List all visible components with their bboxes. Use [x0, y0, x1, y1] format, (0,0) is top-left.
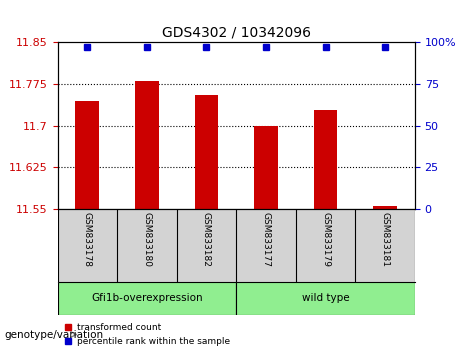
Bar — [254, 126, 278, 209]
Text: GSM833179: GSM833179 — [321, 212, 330, 267]
Bar — [195, 95, 219, 209]
Bar — [373, 206, 397, 209]
Text: wild type: wild type — [302, 293, 349, 303]
Text: GSM833177: GSM833177 — [261, 212, 271, 267]
Bar — [58, 282, 236, 315]
Bar — [236, 282, 415, 315]
Title: GDS4302 / 10342096: GDS4302 / 10342096 — [162, 26, 311, 40]
Text: GSM833181: GSM833181 — [381, 212, 390, 267]
Bar — [313, 110, 337, 209]
Text: Gfi1b-overexpression: Gfi1b-overexpression — [91, 293, 203, 303]
Bar — [135, 81, 159, 209]
Text: GSM833182: GSM833182 — [202, 212, 211, 267]
Text: genotype/variation: genotype/variation — [5, 330, 104, 339]
Legend: transformed count, percentile rank within the sample: transformed count, percentile rank withi… — [60, 320, 234, 349]
Text: GSM833180: GSM833180 — [142, 212, 152, 267]
Bar — [76, 101, 99, 209]
Text: GSM833178: GSM833178 — [83, 212, 92, 267]
